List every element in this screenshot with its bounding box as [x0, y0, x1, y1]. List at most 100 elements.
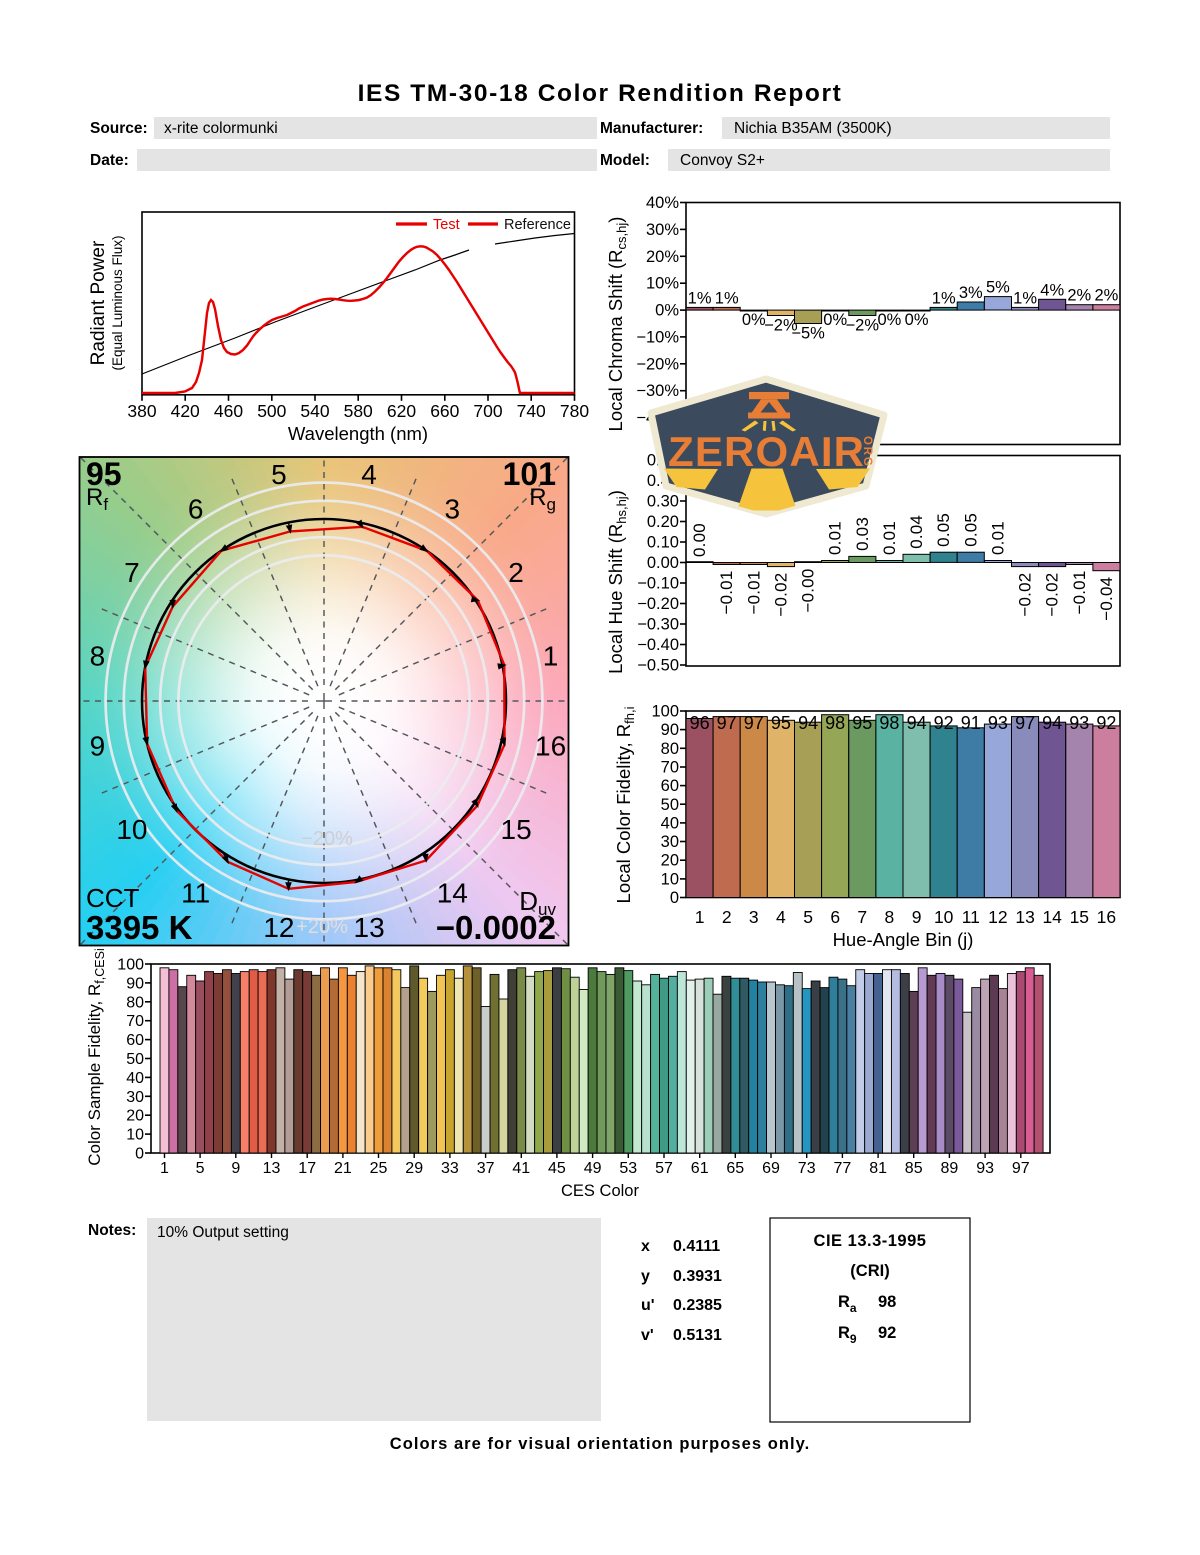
- svg-text:−5%: −5%: [791, 325, 825, 343]
- svg-text:Convoy S2+: Convoy S2+: [680, 152, 765, 169]
- svg-text:−0.00: −0.00: [799, 569, 818, 613]
- svg-text:1%: 1%: [1013, 289, 1037, 307]
- svg-text:−0.20: −0.20: [637, 595, 679, 613]
- svg-text:85: 85: [905, 1160, 923, 1177]
- svg-text:0.01: 0.01: [988, 521, 1007, 555]
- svg-text:10: 10: [126, 1127, 144, 1144]
- svg-text:660: 660: [430, 401, 459, 421]
- svg-text:0%: 0%: [905, 311, 929, 329]
- svg-text:Source:: Source:: [90, 120, 148, 137]
- svg-text:2%: 2%: [1094, 287, 1118, 305]
- svg-text:u': u': [641, 1297, 655, 1314]
- svg-text:Notes:: Notes:: [88, 1222, 136, 1239]
- svg-text:1%: 1%: [932, 289, 956, 307]
- svg-text:94: 94: [907, 713, 927, 733]
- svg-text:93: 93: [1069, 713, 1089, 733]
- svg-text:0%: 0%: [823, 311, 847, 329]
- svg-text:50: 50: [661, 796, 679, 814]
- svg-text:90: 90: [126, 975, 144, 992]
- svg-text:10: 10: [934, 907, 954, 927]
- svg-text:93: 93: [988, 713, 1008, 733]
- svg-text:x: x: [641, 1238, 650, 1255]
- svg-text:0.05: 0.05: [961, 513, 980, 547]
- svg-text:v': v': [641, 1327, 654, 1344]
- svg-text:94: 94: [1042, 713, 1062, 733]
- svg-text:81: 81: [869, 1160, 887, 1177]
- svg-text:40: 40: [126, 1070, 144, 1087]
- svg-text:−0.01: −0.01: [1070, 571, 1089, 615]
- svg-text:60: 60: [126, 1032, 144, 1049]
- svg-text:11: 11: [962, 907, 980, 927]
- svg-text:500: 500: [257, 401, 286, 421]
- svg-text:2: 2: [722, 907, 732, 927]
- svg-text:Manufacturer:: Manufacturer:: [600, 120, 703, 137]
- svg-text:49: 49: [584, 1160, 602, 1177]
- svg-text:−0.02: −0.02: [771, 573, 790, 617]
- svg-text:7: 7: [857, 907, 867, 927]
- svg-text:10% Output setting: 10% Output setting: [157, 1224, 289, 1241]
- svg-text:0.01: 0.01: [826, 521, 845, 555]
- svg-text:2%: 2%: [1067, 287, 1091, 305]
- svg-text:−0.01: −0.01: [717, 571, 736, 615]
- svg-text:53: 53: [619, 1160, 637, 1177]
- svg-text:89: 89: [941, 1160, 959, 1177]
- svg-text:65: 65: [726, 1160, 744, 1177]
- svg-text:0.00: 0.00: [647, 554, 679, 572]
- svg-text:Colors are for visual orientat: Colors are for visual orientation purpos…: [390, 1435, 811, 1453]
- svg-text:98: 98: [878, 1293, 896, 1311]
- svg-text:580: 580: [344, 401, 373, 421]
- svg-text:16: 16: [535, 731, 566, 762]
- svg-text:100: 100: [117, 957, 144, 974]
- svg-text:15: 15: [501, 814, 532, 845]
- svg-text:0.10: 0.10: [647, 534, 679, 552]
- svg-text:4%: 4%: [1040, 281, 1064, 299]
- svg-text:70: 70: [661, 759, 679, 777]
- svg-text:1: 1: [543, 640, 559, 671]
- svg-text:0.03: 0.03: [853, 517, 872, 551]
- svg-text:y: y: [641, 1268, 650, 1285]
- svg-text:13: 13: [1015, 907, 1034, 927]
- svg-text:−0.0002: −0.0002: [436, 909, 556, 946]
- svg-text:6: 6: [188, 493, 204, 524]
- svg-text:41: 41: [512, 1160, 530, 1177]
- svg-text:92: 92: [878, 1324, 896, 1342]
- svg-text:380: 380: [127, 401, 156, 421]
- svg-text:420: 420: [171, 401, 200, 421]
- svg-text:70: 70: [126, 1013, 144, 1030]
- svg-text:740: 740: [517, 401, 546, 421]
- svg-text:Nichia B35AM (3500K): Nichia B35AM (3500K): [734, 120, 892, 137]
- svg-text:16: 16: [1097, 907, 1116, 927]
- svg-text:57: 57: [655, 1160, 673, 1177]
- svg-text:0%: 0%: [742, 311, 766, 329]
- svg-text:−0.50: −0.50: [637, 657, 679, 675]
- svg-text:Model:: Model:: [600, 152, 650, 169]
- svg-text:97: 97: [717, 713, 737, 733]
- svg-text:91: 91: [961, 713, 981, 733]
- svg-text:0.04: 0.04: [907, 515, 926, 549]
- svg-text:5: 5: [803, 907, 813, 927]
- svg-text:7: 7: [124, 557, 140, 588]
- svg-text:10%: 10%: [646, 275, 679, 293]
- svg-text:14: 14: [1042, 907, 1062, 927]
- svg-text:0.30: 0.30: [647, 493, 679, 511]
- svg-text:460: 460: [214, 401, 243, 421]
- svg-text:0.00: 0.00: [690, 523, 709, 557]
- svg-text:5: 5: [196, 1160, 205, 1177]
- svg-text:3%: 3%: [959, 284, 983, 302]
- svg-text:Date:: Date:: [90, 152, 129, 169]
- svg-text:4: 4: [776, 907, 786, 927]
- svg-text:96: 96: [690, 713, 710, 733]
- svg-text:Reference: Reference: [504, 217, 571, 233]
- svg-text:9: 9: [90, 731, 106, 762]
- svg-text:97: 97: [744, 713, 764, 733]
- svg-text:0: 0: [670, 889, 679, 907]
- svg-text:98: 98: [825, 713, 845, 733]
- svg-text:x-rite colormunki: x-rite colormunki: [164, 120, 278, 137]
- svg-text:0: 0: [135, 1146, 144, 1163]
- svg-text:1%: 1%: [715, 289, 739, 307]
- svg-text:97: 97: [1012, 1160, 1030, 1177]
- svg-text:1: 1: [160, 1160, 169, 1177]
- svg-text:73: 73: [798, 1160, 816, 1177]
- svg-text:−30%: −30%: [636, 382, 679, 400]
- svg-text:90: 90: [661, 721, 679, 739]
